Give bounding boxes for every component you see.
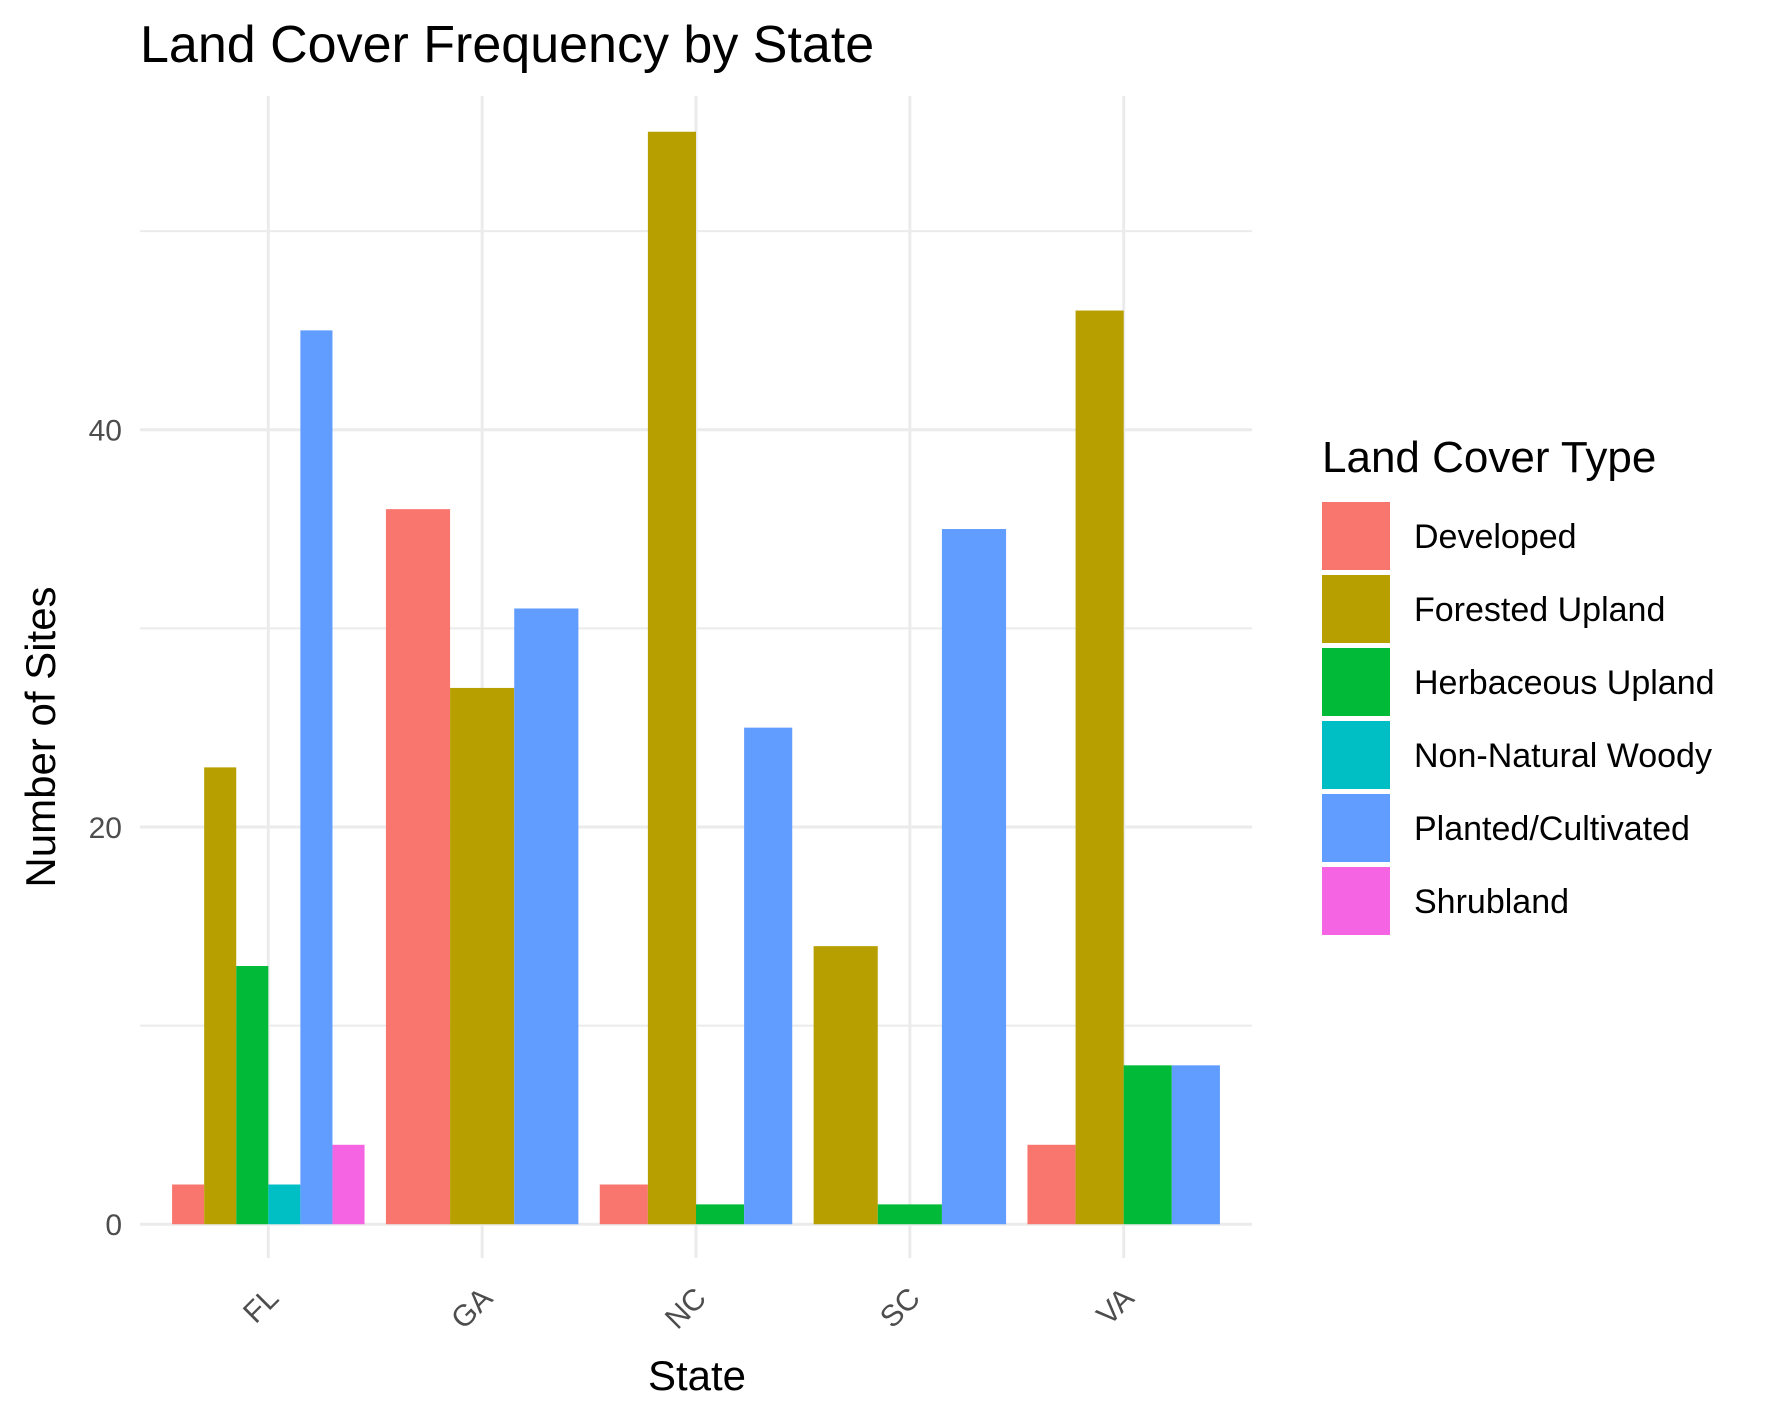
legend-swatch [1322, 721, 1390, 789]
x-tick-label: FL [237, 1282, 285, 1330]
bar-nc-planted-cultivated [744, 727, 793, 1225]
legend-label: Developed [1414, 518, 1577, 556]
legend-swatch [1322, 648, 1390, 716]
y-tick-label: 0 [105, 1209, 122, 1242]
y-axis-ticks: 0 20 40 [89, 415, 122, 1243]
legend-label: Shrubland [1414, 883, 1569, 921]
bar-fl-planted-cultivated [300, 330, 333, 1225]
legend-items: Developed Forested Upland Herbaceous Uplan… [1322, 502, 1715, 935]
bar-fl-herbaceous-upland [236, 966, 269, 1225]
bar-va-forested-upland [1075, 310, 1124, 1225]
bar-ga-developed [385, 509, 451, 1225]
x-axis-title: State [648, 1352, 746, 1399]
bars [172, 131, 1220, 1225]
y-axis-title: Number of Sites [17, 586, 64, 887]
x-tick-label: NC [659, 1282, 713, 1336]
legend-swatch [1322, 867, 1390, 935]
bar-sc-herbaceous-upland [877, 1204, 942, 1225]
legend-title: Land Cover Type [1322, 433, 1656, 482]
bar-nc-forested-upland [647, 131, 696, 1225]
bar-ga-planted-cultivated [514, 608, 579, 1225]
chart-title: Land Cover Frequency by State [140, 16, 874, 74]
bar-va-planted-cultivated [1171, 1065, 1220, 1225]
legend-label: Non-Natural Woody [1414, 737, 1712, 775]
bar-fl-shrubland [332, 1144, 365, 1225]
legend-swatch [1322, 575, 1390, 643]
y-tick-label: 20 [89, 812, 122, 845]
legend-label: Planted/Cultivated [1414, 810, 1690, 848]
y-tick-label: 40 [89, 415, 122, 448]
legend-label: Forested Upland [1414, 591, 1665, 629]
bar-fl-developed [172, 1184, 205, 1225]
x-tick-label: SC [874, 1282, 927, 1335]
bar-sc-forested-upland [813, 946, 878, 1225]
bar-fl-forested-upland [204, 767, 237, 1225]
bar-ga-forested-upland [450, 687, 515, 1225]
bar-nc-developed [599, 1184, 648, 1225]
legend: Land Cover Type Developed Forested Upland… [1322, 433, 1715, 935]
bar-va-developed [1027, 1144, 1076, 1225]
x-axis-ticks: FL GA NC SC VA [237, 1282, 1140, 1336]
x-tick-label: VA [1091, 1282, 1141, 1332]
bar-nc-herbaceous-upland [696, 1204, 745, 1225]
legend-label: Herbaceous Upland [1414, 664, 1715, 702]
bar-fl-non-natural-woody [268, 1184, 301, 1225]
x-tick-label: GA [445, 1282, 499, 1336]
legend-swatch [1322, 794, 1390, 862]
legend-swatch [1322, 502, 1390, 570]
bar-sc-planted-cultivated [941, 529, 1007, 1225]
bar-va-herbaceous-upland [1123, 1065, 1172, 1225]
